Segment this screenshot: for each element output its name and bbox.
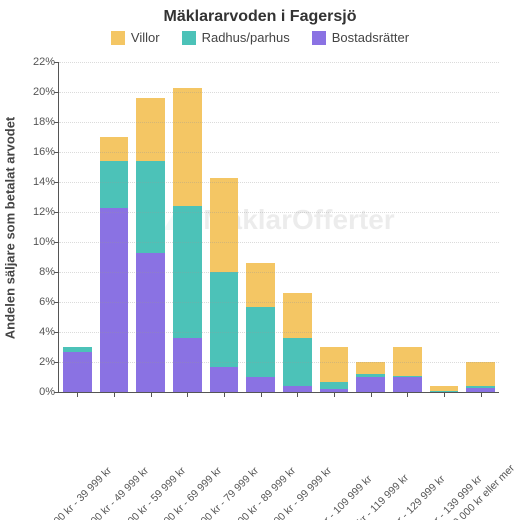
legend-item-radhus: Radhus/parhus [182, 30, 290, 45]
y-tick-label: 22% [25, 56, 55, 68]
grid-line [59, 182, 499, 183]
y-tick-label: 8% [25, 266, 55, 278]
bar-segment-villor [246, 263, 275, 307]
x-tick-mark [297, 392, 298, 397]
y-tick-label: 14% [25, 176, 55, 188]
x-tick-mark [334, 392, 335, 397]
bar-segment-villor [173, 88, 202, 207]
x-tick-mark [371, 392, 372, 397]
y-tick-label: 0% [25, 386, 55, 398]
bar-segment-bostads [210, 367, 239, 393]
grid-line [59, 212, 499, 213]
grid-line [59, 272, 499, 273]
legend-swatch-bostads [312, 31, 326, 45]
x-tick-mark [187, 392, 188, 397]
bar-segment-villor [210, 178, 239, 273]
bar-segment-radhus [210, 272, 239, 367]
grid-line [59, 362, 499, 363]
y-tick-label: 18% [25, 116, 55, 128]
x-tick-mark [481, 392, 482, 397]
grid-line [59, 152, 499, 153]
grid-line [59, 92, 499, 93]
x-tick-mark [261, 392, 262, 397]
legend-label-villor: Villor [131, 30, 160, 45]
x-tick-mark [114, 392, 115, 397]
y-tick-label: 10% [25, 236, 55, 248]
bar-segment-villor [320, 347, 349, 382]
bar-segment-radhus [466, 386, 495, 388]
legend-label-bostads: Bostadsrätter [332, 30, 409, 45]
y-axis-label: Andelen säljare som betalat arvodet [3, 117, 18, 340]
bars-layer: 30 000 kr - 39 999 kr40 000 kr - 49 999 … [59, 62, 499, 392]
bar-segment-radhus [393, 376, 422, 378]
bar-segment-villor [100, 137, 129, 161]
y-tick-label: 12% [25, 206, 55, 218]
bar-segment-radhus [63, 347, 92, 352]
plot-area: MäklarOfferter 30 000 kr - 39 999 kr40 0… [58, 62, 499, 393]
bar-segment-radhus [320, 382, 349, 390]
bar-segment-bostads [356, 377, 385, 392]
bar-segment-radhus [100, 161, 129, 208]
x-tick-mark [407, 392, 408, 397]
y-tick-label: 20% [25, 86, 55, 98]
bar-segment-bostads [393, 377, 422, 392]
grid-line [59, 242, 499, 243]
y-tick-label: 2% [25, 356, 55, 368]
bar-segment-bostads [100, 208, 129, 393]
x-tick-mark [151, 392, 152, 397]
legend-swatch-radhus [182, 31, 196, 45]
bar-segment-radhus [136, 161, 165, 253]
grid-line [59, 302, 499, 303]
legend: Villor Radhus/parhus Bostadsrätter [0, 30, 520, 45]
x-tick-mark [224, 392, 225, 397]
y-tick-label: 4% [25, 326, 55, 338]
legend-swatch-villor [111, 31, 125, 45]
bar-segment-villor [466, 362, 495, 386]
y-tick-label: 6% [25, 296, 55, 308]
bar-segment-bostads [173, 338, 202, 392]
y-tick-label: 16% [25, 146, 55, 158]
chart-container: Mäklararvoden i Fagersjö Villor Radhus/p… [0, 0, 520, 520]
bar-segment-bostads [246, 377, 275, 392]
legend-label-radhus: Radhus/parhus [202, 30, 290, 45]
bar-segment-radhus [246, 307, 275, 378]
legend-item-villor: Villor [111, 30, 160, 45]
bar-segment-radhus [356, 374, 385, 377]
grid-line [59, 62, 499, 63]
bar-segment-bostads [136, 253, 165, 393]
grid-line [59, 332, 499, 333]
x-tick-mark [77, 392, 78, 397]
chart-title: Mäklararvoden i Fagersjö [0, 0, 520, 26]
bar-segment-villor [356, 362, 385, 374]
grid-line [59, 122, 499, 123]
bar-segment-villor [430, 386, 459, 391]
bar-segment-bostads [63, 352, 92, 393]
legend-item-bostads: Bostadsrätter [312, 30, 409, 45]
x-tick-mark [444, 392, 445, 397]
